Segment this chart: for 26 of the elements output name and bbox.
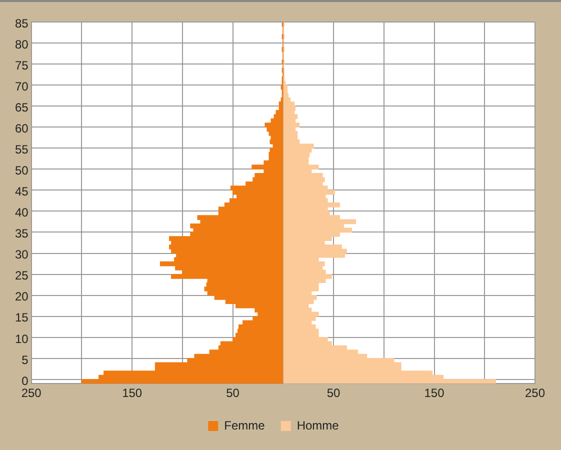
y-tick-label: 20 [14, 290, 29, 304]
legend-label: Homme [296, 418, 340, 432]
y-tick-label: 35 [14, 226, 29, 241]
y-tick-label: 50 [14, 164, 29, 178]
y-tick-label: 65 [14, 100, 29, 115]
y-tick-label: 80 [14, 37, 29, 52]
y-tick-label: 15 [14, 310, 29, 325]
y-tick-label: 10 [14, 332, 29, 346]
y-tick-label: 30 [14, 248, 29, 262]
y-tick-label: 70 [14, 79, 29, 94]
x-tick-label: 50 [326, 386, 341, 400]
y-tick-label: 5 [22, 352, 29, 367]
y-tick-label: 60 [14, 122, 29, 136]
legend-label: Femme [224, 418, 266, 432]
y-tick-label: 45 [14, 184, 29, 199]
y-tick-label: 40 [14, 206, 29, 220]
y-tick-label: 25 [14, 268, 29, 283]
x-tick-label: 250 [21, 386, 42, 400]
x-tick-label: 250 [524, 386, 546, 400]
y-tick-label: 0 [22, 374, 29, 388]
x-tick-label: 50 [226, 386, 240, 400]
y-tick-label: 55 [14, 142, 29, 157]
y-tick-label: 85 [14, 16, 29, 30]
x-tick-label: 150 [122, 386, 142, 400]
y-tick-label: 75 [14, 58, 29, 72]
x-tick-label: 150 [424, 386, 445, 400]
